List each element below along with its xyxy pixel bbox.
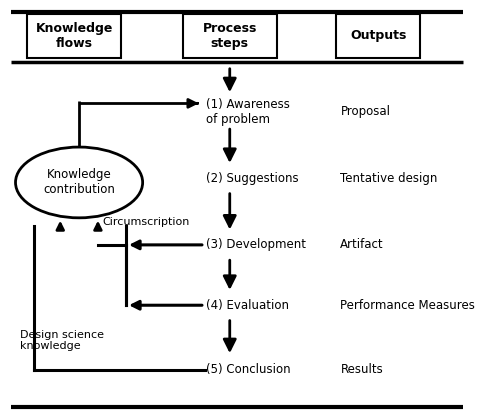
- FancyBboxPatch shape: [336, 14, 420, 57]
- FancyBboxPatch shape: [182, 14, 277, 57]
- Text: Outputs: Outputs: [350, 29, 406, 42]
- Text: Proposal: Proposal: [340, 105, 390, 118]
- Text: Tentative design: Tentative design: [340, 172, 438, 185]
- Text: (4) Evaluation: (4) Evaluation: [206, 299, 289, 312]
- FancyBboxPatch shape: [28, 14, 122, 57]
- Text: Process
steps: Process steps: [202, 22, 257, 50]
- Text: Artifact: Artifact: [340, 238, 384, 251]
- Text: Results: Results: [340, 363, 383, 376]
- Text: (2) Suggestions: (2) Suggestions: [206, 172, 299, 185]
- Text: Design science
knowledge: Design science knowledge: [20, 330, 104, 352]
- Ellipse shape: [16, 147, 142, 218]
- Text: Knowledge
contribution: Knowledge contribution: [43, 168, 115, 197]
- Text: (3) Development: (3) Development: [206, 238, 306, 251]
- Text: Circumscription: Circumscription: [102, 217, 190, 227]
- Text: (5) Conclusion: (5) Conclusion: [206, 363, 291, 376]
- Text: (1) Awareness
of problem: (1) Awareness of problem: [206, 98, 290, 126]
- Text: Knowledge
flows: Knowledge flows: [36, 22, 113, 50]
- Text: Performance Measures: Performance Measures: [340, 299, 475, 312]
